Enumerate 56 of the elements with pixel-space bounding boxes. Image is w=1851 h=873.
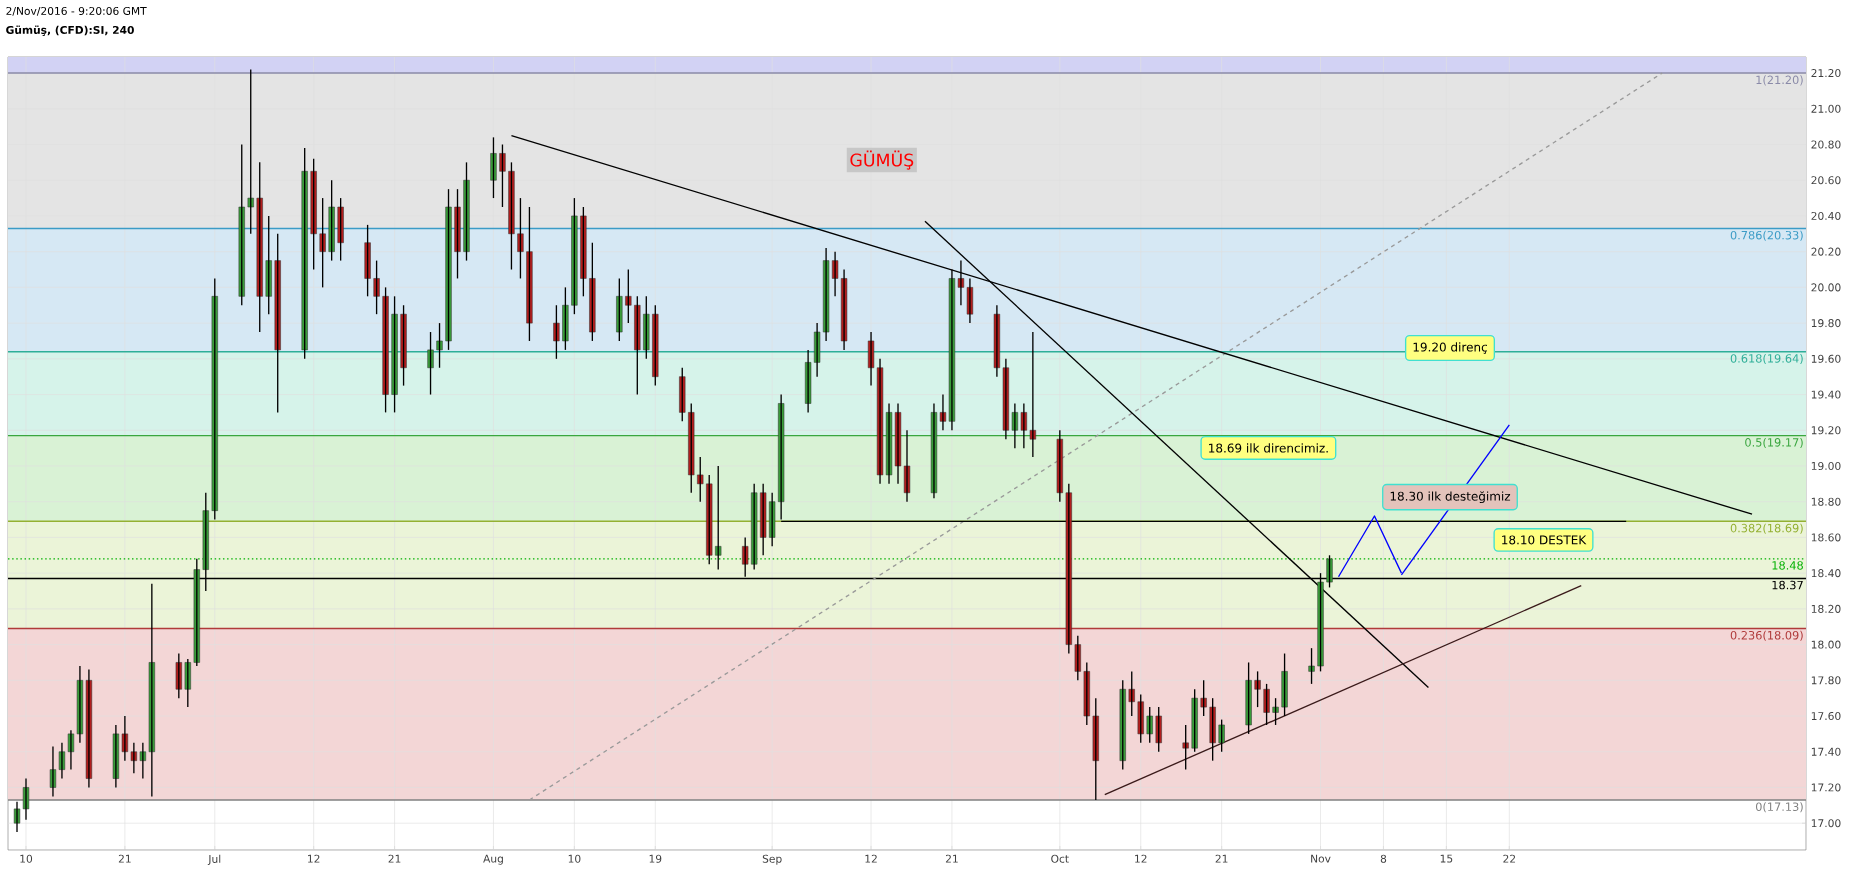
ref-line-label: 0(17.13) (1755, 802, 1803, 813)
ref-line-label: 18.37 (1772, 580, 1803, 590)
y-tick-label: 18.80 (1811, 497, 1841, 506)
y-tick-label: 18.00 (1811, 640, 1841, 649)
x-tick-label: 21 (388, 854, 401, 863)
y-tick-label: 17.80 (1811, 676, 1841, 685)
x-tick-label: 12 (865, 854, 877, 863)
x-tick-label: Jul (207, 854, 221, 865)
y-tick-label: 19.60 (1811, 354, 1841, 363)
ref-line-label: 0.382(18.69) (1730, 523, 1803, 534)
ref-line-label: 0.236(18.09) (1730, 630, 1803, 641)
chart-title: Gümüş, (CFD):SI, 240 (6, 25, 134, 36)
y-tick-label: 18.40 (1811, 569, 1841, 578)
ref-line-label: 0.618(19.64) (1730, 353, 1803, 365)
x-tick-label: 10 (20, 854, 33, 863)
y-tick-label: 20.60 (1811, 176, 1841, 185)
ref-line-label: 18.48 (1772, 561, 1803, 570)
y-tick-label: 17.40 (1811, 747, 1841, 756)
annotation: GÜMÜŞ (850, 150, 914, 170)
x-tick-label: 12 (308, 854, 320, 863)
y-tick-label: 20.80 (1811, 140, 1841, 149)
ref-line-label: 0.786(20.33) (1730, 230, 1803, 241)
x-tick-label: 12 (1135, 854, 1147, 863)
x-tick-label: 19 (649, 854, 662, 863)
x-tick-label: 10 (568, 854, 581, 863)
annotation: 18.10 DESTEK (1502, 535, 1587, 545)
annotation: 19.20 direnç (1413, 342, 1487, 354)
y-tick-label: 21.20 (1811, 69, 1841, 78)
x-tick-label: 8 (1380, 854, 1387, 863)
y-tick-label: 17.00 (1811, 819, 1841, 828)
x-tick-label: Nov (1311, 854, 1331, 863)
annotation: 18.30 ilk desteğimiz (1390, 491, 1511, 504)
ref-line-label: 1(21.20) (1756, 75, 1803, 86)
y-tick-label: 18.20 (1811, 604, 1841, 613)
x-tick-label: 21 (118, 854, 131, 863)
y-tick-label: 19.80 (1811, 319, 1841, 328)
x-tick-label: Oct (1051, 854, 1069, 863)
y-tick-label: 19.40 (1811, 390, 1841, 399)
y-tick-label: 19.00 (1811, 461, 1841, 471)
x-tick-label: 22 (1503, 854, 1516, 863)
ref-line-label: 0.5(19.17) (1745, 437, 1803, 448)
chart-subtitle: 2/Nov/2016 - 9:20:06 GMT (6, 6, 147, 16)
x-tick-label: 21 (945, 854, 958, 863)
x-tick-label: 15 (1440, 854, 1453, 863)
y-tick-label: 17.60 (1811, 711, 1841, 721)
y-tick-label: 18.60 (1811, 533, 1841, 542)
annotation: 18.69 ilk direncimiz. (1209, 443, 1328, 453)
y-tick-label: 19.20 (1811, 426, 1841, 435)
y-tick-label: 17.20 (1811, 783, 1841, 792)
y-tick-label: 20.40 (1811, 211, 1841, 220)
x-tick-label: Sep (762, 854, 782, 865)
x-tick-label: Aug (483, 854, 503, 865)
y-tick-label: 21.00 (1811, 104, 1841, 113)
y-tick-label: 20.00 (1811, 283, 1841, 292)
y-tick-label: 20.20 (1811, 247, 1841, 256)
x-tick-label: 21 (1215, 854, 1228, 863)
